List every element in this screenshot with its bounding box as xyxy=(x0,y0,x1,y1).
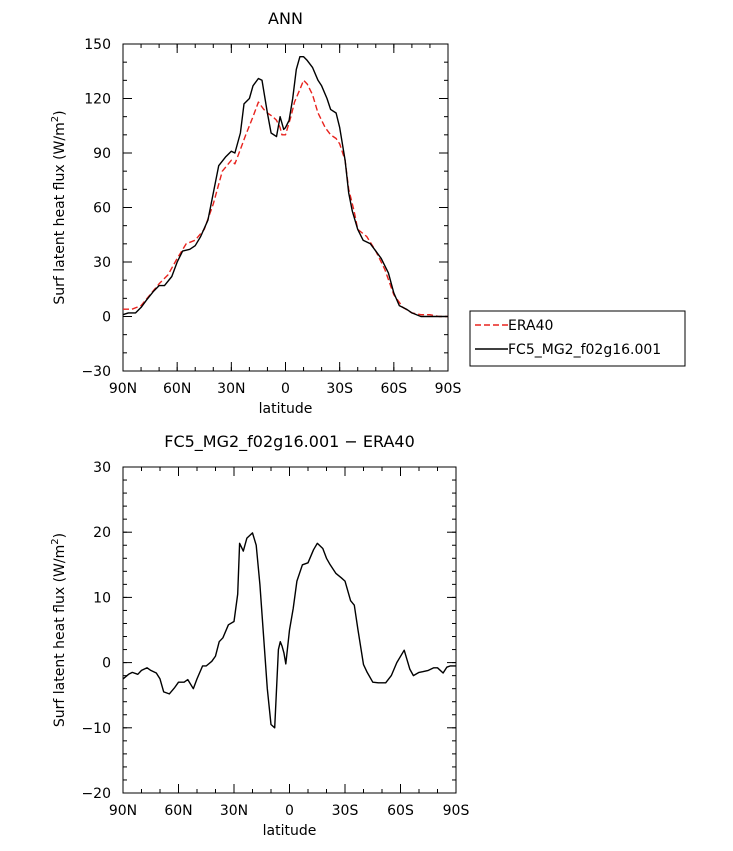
x-axis-label: latitude xyxy=(259,401,313,417)
y-tick-label: 10 xyxy=(93,590,111,606)
y-axis-label: Surf latent heat flux (W/m2) xyxy=(50,533,68,727)
legend-box xyxy=(469,310,686,367)
y-tick-label: −10 xyxy=(81,721,111,737)
chart-title: FC5_MG2_f02g16.001 − ERA40 xyxy=(164,432,415,452)
chart-difference: FC5_MG2_f02g16.001 − ERA40 90N 60N 30N 0 30S 6… xyxy=(50,432,469,839)
plot-frame xyxy=(122,43,449,372)
x-tick-label: 30S xyxy=(332,803,359,819)
y-tick-label: 150 xyxy=(84,37,111,53)
x-axis-label: latitude xyxy=(263,823,317,839)
y-tick-label: 60 xyxy=(93,201,111,217)
x-tick-label: 60S xyxy=(387,803,414,819)
x-tick-label: 60N xyxy=(163,381,191,397)
x-tick-label: 90N xyxy=(109,803,137,819)
y-tick-label: 30 xyxy=(93,255,111,271)
x-tick-label: 90N xyxy=(109,381,137,397)
y-axis-label: Surf latent heat flux (W/m2) xyxy=(50,110,68,304)
y-tick-label: 20 xyxy=(93,525,111,541)
chart-title: ANN xyxy=(268,9,303,28)
x-tick-label: 0 xyxy=(285,803,294,819)
series-line-fc5-mg2-f02g16-001 xyxy=(122,56,448,318)
y-tick-label: 0 xyxy=(102,656,111,672)
x-tick-label: 30N xyxy=(220,803,248,819)
y-tick-label: 0 xyxy=(102,310,111,326)
legend: ERA40 FC5_MG2_f02g16.001 xyxy=(469,310,686,367)
legend-label: FC5_MG2_f02g16.001 xyxy=(508,342,661,358)
x-tick-label: 90S xyxy=(443,803,470,819)
y-tick-label: 30 xyxy=(93,460,111,476)
y-tick-label: −30 xyxy=(81,364,111,380)
x-tick-label: 60N xyxy=(164,803,192,819)
y-tick-label: 120 xyxy=(84,92,111,108)
x-tick-label: 0 xyxy=(281,381,290,397)
legend-label: ERA40 xyxy=(508,318,553,334)
x-tick-label: 30N xyxy=(217,381,245,397)
series-line-era40 xyxy=(123,79,448,318)
y-tick-label: 90 xyxy=(93,146,111,162)
x-tick-label: 60S xyxy=(380,381,407,397)
x-tick-label: 30S xyxy=(326,381,353,397)
series-line-difference xyxy=(122,532,456,729)
chart-annual-flux: ANN 90N 60N 30N 0 30S 60S 90S 150 120 90 60 30 0 −30 la… xyxy=(50,9,461,417)
y-tick-label: −20 xyxy=(81,786,111,802)
x-tick-label: 90S xyxy=(435,381,462,397)
